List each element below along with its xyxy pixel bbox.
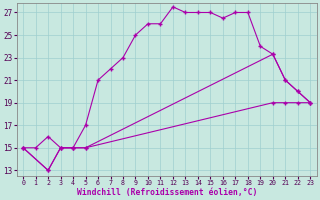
X-axis label: Windchill (Refroidissement éolien,°C): Windchill (Refroidissement éolien,°C): [76, 188, 257, 197]
